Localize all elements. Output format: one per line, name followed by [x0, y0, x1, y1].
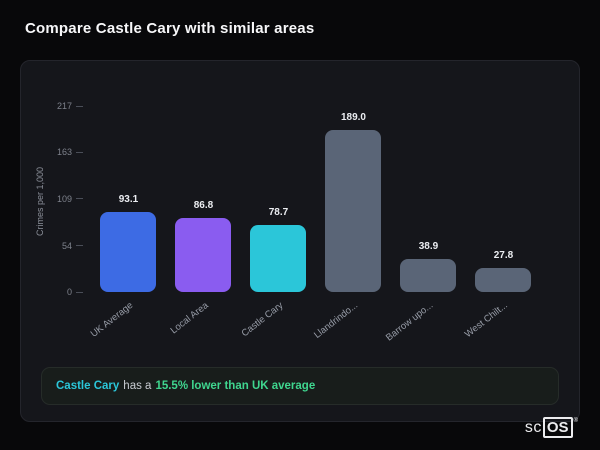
bar-value-label: 38.9 [418, 240, 439, 252]
bar-barrow-upo[interactable] [400, 258, 457, 292]
insight-banner: Castle Cary has a 15.5% lower than UK av… [41, 367, 559, 405]
y-tick-label: 54 [61, 240, 72, 251]
plot-area: 0 54 109 163 217 93.1 UK Average 86.8 Local Area… [57, 101, 541, 343]
y-tick-label: 109 [56, 193, 72, 204]
insight-area-name: Castle Cary [56, 380, 120, 392]
y-axis-tick: 0 [48, 287, 91, 297]
bar-local-area[interactable] [175, 217, 232, 292]
bar-slot: 93.1 UK Average [89, 106, 166, 340]
bar-west-chilt[interactable] [475, 268, 532, 292]
y-tick-mark [76, 151, 83, 153]
y-tick-label: 163 [56, 147, 72, 158]
bar-slot: 78.7 Castle Cary [239, 106, 316, 339]
y-axis-tick: 217 [48, 101, 91, 111]
bar-value-label: 189.0 [340, 112, 366, 124]
x-axis-label: Barrow upo... [383, 300, 436, 344]
insight-highlight: 15.5% lower than UK average [155, 380, 316, 392]
page-title: Compare Castle Cary with similar areas [25, 20, 315, 37]
insight-connector: has a [123, 380, 152, 392]
logo-prefix: sc [524, 418, 542, 436]
x-axis-label: Local Area [168, 300, 211, 337]
x-axis-label: UK Average [88, 300, 136, 340]
y-axis-title: Crimes per 1,000 [35, 166, 45, 236]
bar-value-label: 78.7 [268, 206, 289, 218]
y-tick-mark [76, 105, 83, 107]
x-axis-label: Llandrindo... [312, 300, 361, 341]
registered-trademark-icon: ® [573, 418, 578, 424]
y-axis-tick: 109 [48, 194, 91, 204]
y-axis-tick: 163 [48, 147, 91, 157]
bar-castle-cary[interactable] [250, 224, 307, 292]
y-tick-mark [76, 198, 83, 200]
chart-card: Crimes per 1,000 0 54 109 163 217 93.1 UK Aver… [20, 60, 580, 422]
bar-slot: 86.8 Local Area [166, 106, 241, 336]
bar-llandrindo[interactable] [325, 130, 382, 292]
bar-slot: 27.8 West Chilt... [463, 106, 541, 340]
x-axis-label: West Chilt... [463, 300, 511, 341]
bar-uk-average[interactable] [100, 212, 157, 292]
bar-value-label: 86.8 [193, 199, 214, 211]
y-tick-label: 217 [56, 101, 72, 111]
bar-slot: 38.9 Barrow upo... [384, 106, 466, 343]
bar-slot: 189.0 Llandrindo... [312, 106, 391, 341]
bar-value-label: 27.8 [493, 250, 514, 262]
bar-value-label: 93.1 [118, 194, 139, 206]
y-tick-mark [76, 245, 83, 247]
y-tick-label: 0 [66, 287, 72, 297]
y-axis-tick: 54 [48, 241, 91, 251]
logo-suffix: OS [542, 417, 573, 438]
scos-logo: sc OS ® [525, 417, 578, 438]
x-axis-label: Castle Cary [239, 300, 286, 340]
y-tick-mark [76, 291, 83, 293]
